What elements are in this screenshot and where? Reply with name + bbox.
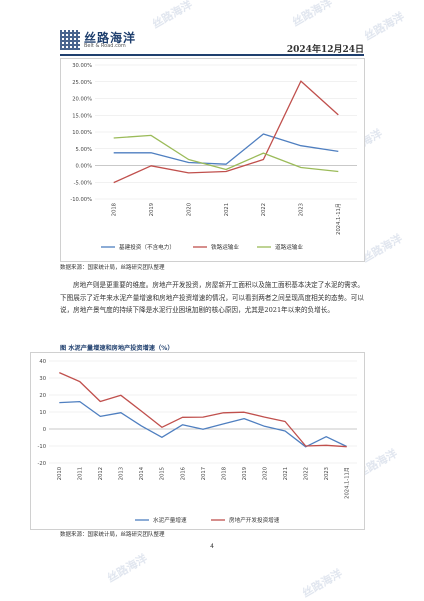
report-date: 2024年12月24日 [286, 45, 364, 55]
logo-name: 丝路海洋 [84, 31, 137, 45]
series-line [59, 400, 347, 448]
x-tick-label: 2019 [242, 467, 248, 480]
x-tick-label: 2016 [180, 467, 186, 480]
x-tick-label: 2021 [224, 203, 230, 216]
header-rule [60, 54, 364, 56]
x-tick-label: 2013 [119, 467, 125, 480]
legend-label: 道路运输业 [275, 243, 303, 251]
y-tick-label: 30.00% [72, 63, 92, 69]
y-tick-label: -20 [38, 461, 46, 467]
x-tick-label: 2023 [299, 203, 305, 216]
x-tick-label: 2012 [98, 467, 104, 480]
x-tick-label: 2020 [262, 467, 268, 480]
infrastructure-investment-chart: 30.00% 25.00% 20.00% 15.00% 10.00% 5.00% 0.00%… [70, 63, 357, 251]
x-tick-label: 2017 [201, 467, 207, 480]
legend-label: 铁路运输业 [211, 243, 239, 251]
watermark: 丝路海洋 [359, 231, 405, 266]
y-tick-label: 0.00% [76, 164, 93, 170]
watermark: 丝路海洋 [299, 566, 345, 601]
y-tick-label: 20.00% [72, 97, 92, 103]
y-tick-label: 10 [39, 410, 46, 416]
legend-label: 基建投资（不含电力） [119, 243, 175, 251]
y-tick-label: 0 [43, 427, 46, 433]
logo-url: Belt & Road.com [84, 43, 126, 49]
source-note-2: 数据来源：国家统计局，丝路研究团队整理 [60, 532, 165, 538]
y-tick-label: -10 [38, 444, 46, 450]
x-tick-label: 2014 [139, 466, 145, 480]
x-tick-label: 2020 [186, 203, 192, 216]
watermark: 丝路海洋 [104, 551, 150, 586]
x-tick-label: 2019 [149, 203, 155, 216]
y-tick-label: 15.00% [72, 113, 92, 119]
chart-frame-cement: 40 30 20 10 0 -10 -20 2010 2011 2012 2013 2014 2015 2… [30, 352, 365, 530]
y-tick-label: 40 [39, 359, 46, 365]
source-note-1: 数据来源：国家统计局，丝路研究团队整理 [60, 265, 165, 271]
y-tick-label: 5.00% [76, 147, 93, 153]
chart-frame-infrastructure: 30.00% 25.00% 20.00% 15.00% 10.00% 5.00% 0.00%… [60, 58, 365, 262]
series-line [113, 134, 339, 173]
watermark: 丝路海洋 [289, 0, 335, 30]
y-tick-label: 10.00% [72, 130, 92, 136]
series-line [113, 80, 339, 184]
y-tick-label: -10.00% [70, 197, 92, 203]
x-tick-label: 2015 [160, 467, 166, 480]
watermark: 丝路海洋 [361, 9, 407, 44]
legend-label: 水泥产量增速 [153, 516, 187, 524]
x-tick-label: 2011 [78, 467, 84, 480]
body-paragraph: 房地产则是更重要的维度。房地产开发投资，房屋新开工面积以及施工面积基本决定了水泥… [60, 281, 364, 314]
page-number: 4 [210, 543, 214, 550]
y-tick-label: -5.00% [74, 180, 92, 186]
x-tick-label: 2021 [283, 467, 289, 480]
x-tick-label: 2022 [303, 467, 309, 480]
legend-label: 房地产开发投资增速 [229, 516, 280, 524]
x-tick-label: 2024.1-11月 [335, 203, 342, 235]
x-tick-label: 2010 [57, 467, 63, 480]
y-tick-label: 30 [39, 376, 46, 382]
y-tick-label: 25.00% [72, 80, 92, 86]
x-tick-label: 2023 [324, 467, 330, 480]
x-tick-label: 2024.1-11月 [344, 467, 351, 499]
series-line [113, 133, 339, 165]
watermark: 丝路海洋 [149, 0, 195, 32]
x-tick-label: 2018 [221, 467, 227, 480]
x-tick-label: 2022 [261, 203, 267, 216]
x-tick-label: 2018 [112, 203, 118, 216]
chart-caption: 图 水泥产量增速和房地产投资增速（%） [60, 345, 174, 352]
y-tick-label: 20 [39, 393, 46, 399]
brand-logo: 丝路海洋 Belt & Road.com [60, 28, 150, 52]
series-line [59, 372, 347, 448]
logo-grid-icon [60, 30, 80, 50]
